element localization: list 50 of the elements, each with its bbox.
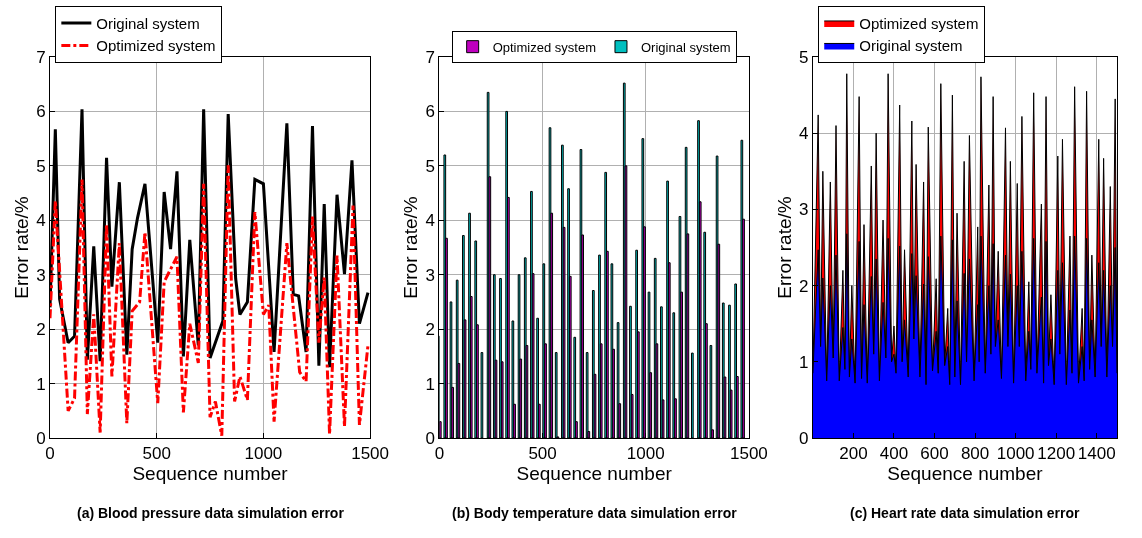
y-tick-label: 0 <box>799 428 809 448</box>
y-tick-label: 5 <box>36 156 46 176</box>
y-tick-label: 6 <box>36 102 46 122</box>
x-axis-title: Sequence number <box>516 463 673 485</box>
x-tick-label: 500 <box>528 444 557 464</box>
y-tick-label: 1 <box>425 374 436 394</box>
y-tick-label: 5 <box>799 47 809 67</box>
y-tick-label: 5 <box>425 156 436 176</box>
x-tick-label: 1500 <box>729 444 768 464</box>
x-tick-label: 1000 <box>996 444 1035 464</box>
y-tick-label: 7 <box>425 47 436 67</box>
x-tick-label: 1200 <box>1037 444 1076 464</box>
x-axis-title: Sequence number <box>132 463 289 485</box>
x-tick-label: 600 <box>920 444 949 464</box>
y-axis-title: Error rate/% <box>400 196 422 299</box>
y-axis-title: Error rate/% <box>773 196 795 299</box>
y-tick-label: 3 <box>36 265 46 285</box>
x-axis-title: Sequence number <box>887 463 1044 485</box>
legend-label: Optimized system <box>96 37 216 55</box>
y-tick-label: 2 <box>36 320 46 340</box>
y-tick-label: 1 <box>36 374 46 394</box>
y-tick-label: 4 <box>36 211 46 231</box>
y-tick-label: 2 <box>799 276 809 296</box>
y-tick-label: 7 <box>36 47 46 67</box>
x-tick-label: 1000 <box>626 444 665 464</box>
legend-label: Original system <box>859 37 963 55</box>
y-tick-label: 0 <box>36 428 46 448</box>
legend-label: Optimized system <box>859 14 979 32</box>
legend-label: Original system <box>96 14 200 32</box>
legend-label: Optimized system <box>492 39 596 55</box>
y-tick-label: 4 <box>799 124 809 144</box>
y-tick-label: 0 <box>425 428 436 448</box>
x-tick-label: 1000 <box>244 444 283 464</box>
text: (c) Heart rate data simulation error <box>850 505 1081 521</box>
x-tick-label: 1500 <box>351 444 390 464</box>
text: (b) Body temperature data simulation error <box>452 505 738 521</box>
x-tick-label: 800 <box>960 444 990 464</box>
text: (a) Blood pressure data simulation error <box>77 505 345 521</box>
y-tick-label: 3 <box>799 200 809 220</box>
y-tick-label: 6 <box>425 102 436 122</box>
legend-label: Original system <box>640 39 731 55</box>
x-tick-label: 1400 <box>1077 444 1116 464</box>
x-tick-label: 400 <box>879 444 909 464</box>
y-tick-label: 2 <box>425 320 436 340</box>
x-tick-label: 500 <box>142 444 171 464</box>
x-tick-label: 200 <box>839 444 868 464</box>
y-axis-title: Error rate/% <box>10 196 32 299</box>
y-tick-label: 4 <box>425 211 436 231</box>
y-tick-label: 1 <box>799 352 809 372</box>
y-tick-label: 3 <box>425 265 436 285</box>
